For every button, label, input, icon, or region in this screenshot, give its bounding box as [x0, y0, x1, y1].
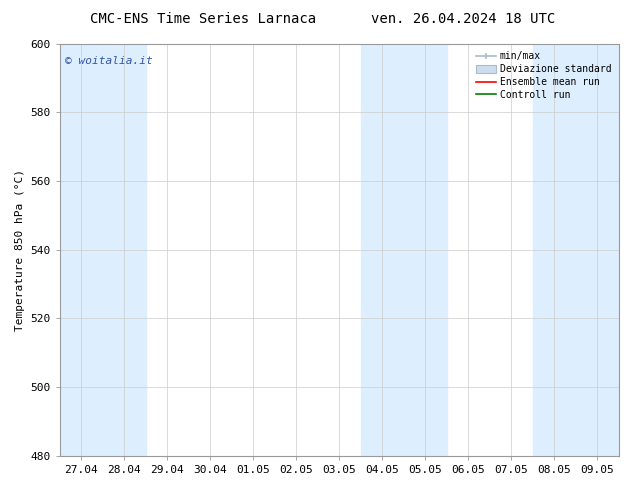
Text: © woitalia.it: © woitalia.it	[65, 56, 153, 66]
Y-axis label: Temperature 850 hPa (°C): Temperature 850 hPa (°C)	[15, 169, 25, 331]
Bar	[60, 44, 146, 456]
Bar	[533, 44, 619, 456]
Bar	[361, 44, 447, 456]
Text: ven. 26.04.2024 18 UTC: ven. 26.04.2024 18 UTC	[371, 12, 555, 26]
Legend: min/max, Deviazione standard, Ensemble mean run, Controll run: min/max, Deviazione standard, Ensemble m…	[474, 49, 614, 103]
Text: CMC-ENS Time Series Larnaca: CMC-ENS Time Series Larnaca	[90, 12, 316, 26]
